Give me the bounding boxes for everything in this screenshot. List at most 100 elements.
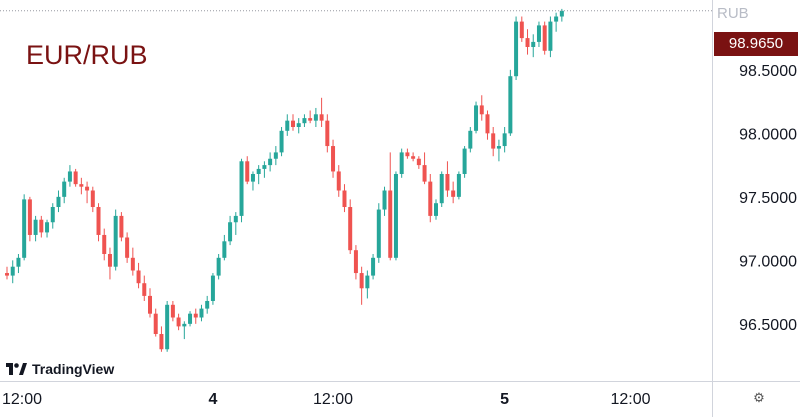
candle	[16, 254, 21, 274]
candle-body	[5, 273, 9, 276]
candle-body	[531, 41, 536, 47]
candle-body	[393, 173, 398, 258]
tradingview-logo[interactable]: TradingView	[6, 361, 114, 377]
candle	[90, 186, 95, 213]
candle	[39, 215, 44, 238]
tradingview-logo-icon	[6, 363, 27, 375]
candle-body	[96, 207, 101, 235]
candle-body	[496, 146, 501, 149]
candle	[542, 21, 547, 55]
candle	[508, 69, 513, 136]
candle	[85, 181, 90, 204]
candle	[405, 148, 410, 159]
candle	[302, 114, 307, 127]
candle-body	[371, 257, 376, 276]
candle	[479, 95, 484, 121]
candle-body	[296, 123, 301, 127]
candle	[96, 203, 101, 242]
candle	[485, 110, 490, 140]
candle-body	[416, 158, 421, 166]
candle-body	[210, 275, 215, 301]
candle	[439, 171, 444, 208]
candles-layer	[5, 8, 564, 352]
price-tick-label: 97.0000	[739, 253, 797, 270]
candle-body	[336, 171, 341, 191]
candle-body	[153, 313, 158, 335]
candle-body	[102, 234, 107, 254]
candle	[353, 245, 358, 280]
candle	[262, 161, 267, 178]
price-tick-label: 98.0000	[739, 126, 797, 143]
candle	[548, 16, 553, 58]
candle-body	[399, 152, 404, 174]
candle	[531, 34, 536, 58]
candle	[256, 165, 261, 185]
candle	[468, 127, 473, 153]
candle-body	[382, 190, 387, 210]
candle	[496, 139, 501, 162]
settings-gear-icon[interactable]: ⚙	[753, 390, 765, 405]
candle-body	[388, 190, 393, 258]
candle	[136, 262, 141, 289]
candle	[170, 300, 175, 322]
candle	[10, 260, 15, 284]
candle-body	[291, 120, 295, 127]
candle-body	[439, 173, 444, 204]
candle	[102, 228, 107, 261]
candle-body	[273, 152, 278, 159]
candle	[67, 165, 72, 187]
candle-body	[216, 257, 221, 276]
candle-body	[130, 257, 135, 271]
chart-title: EUR/RUB	[26, 40, 148, 70]
candle-body	[90, 190, 95, 208]
candle	[142, 275, 147, 301]
candle	[451, 181, 456, 204]
candle	[336, 165, 341, 197]
candle-body	[325, 120, 330, 147]
candle	[411, 152, 416, 162]
candle-body	[319, 114, 324, 121]
currency-label: RUB	[717, 5, 749, 22]
candle-body	[33, 219, 38, 235]
candle-body	[342, 190, 347, 208]
candle	[273, 146, 278, 166]
candle-body	[193, 313, 198, 318]
candle	[393, 171, 398, 261]
price-tick-label: 97.5000	[739, 190, 797, 207]
time-tick-label: 12:00	[610, 391, 650, 408]
candle-body	[159, 334, 164, 350]
candle	[491, 127, 496, 157]
candle	[456, 171, 461, 200]
candle	[216, 254, 221, 280]
candle-body	[514, 21, 519, 77]
candle-body	[148, 295, 152, 314]
candle-body	[50, 207, 55, 223]
candle-body	[39, 219, 44, 233]
candle-body	[502, 133, 507, 147]
candle	[342, 184, 347, 213]
candle-body	[205, 300, 210, 309]
candle	[428, 173, 433, 223]
candle-body	[27, 199, 32, 235]
candle-body	[536, 25, 541, 42]
candle	[33, 215, 38, 242]
candle	[62, 177, 67, 204]
candle	[153, 308, 158, 337]
candle-body	[142, 283, 147, 296]
candle-body	[376, 209, 381, 258]
candle-body	[107, 254, 112, 267]
candle	[359, 266, 364, 305]
price-axis[interactable]: 98.5000 98.0000 97.5000 97.0000 96.5000	[739, 63, 797, 334]
candle-body	[222, 241, 227, 258]
candle-body	[474, 105, 479, 131]
time-axis[interactable]: 12:00 4 12:00 5 12:00	[2, 391, 651, 408]
time-tick-label: 4	[208, 391, 217, 408]
candle	[22, 194, 27, 261]
time-tick-label: 12:00	[2, 391, 42, 408]
candle	[119, 212, 124, 242]
candle-body	[182, 323, 187, 327]
candle-body	[176, 317, 181, 327]
candle-body	[519, 21, 524, 39]
candle	[222, 234, 227, 261]
